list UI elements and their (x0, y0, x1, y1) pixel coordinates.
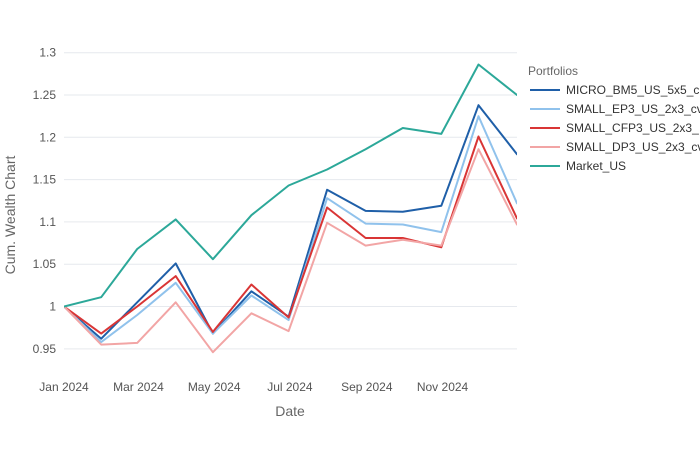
x-tick-label: Mar 2024 (113, 380, 164, 394)
y-tick-label: 1.3 (39, 46, 56, 60)
y-tick-label: 1 (49, 300, 56, 314)
y-tick-label: 0.95 (33, 342, 57, 356)
legend-label: Market_US (566, 159, 626, 173)
legend: Portfolios MICRO_BM5_US_5x5_c SMALL_EP3_U… (528, 64, 700, 173)
x-axis-ticks: Jan 2024 Mar 2024 May 2024 Jul 2024 Sep 2024… (39, 380, 468, 394)
x-axis-title: Date (275, 403, 305, 419)
legend-title: Portfolios (528, 64, 578, 78)
legend-item[interactable]: SMALL_DP3_US_2x3_cv (530, 140, 700, 154)
y-axis-ticks: 0.95 1 1.05 1.1 1.15 1.2 1.25 1.3 (33, 46, 57, 356)
legend-item[interactable]: Market_US (530, 159, 626, 173)
y-tick-label: 1.25 (33, 88, 57, 102)
legend-item[interactable]: SMALL_EP3_US_2x3_cv (530, 102, 700, 116)
legend-label: SMALL_CFP3_US_2x3_ (566, 121, 699, 135)
grid-lines (64, 52, 517, 350)
x-tick-label: Sep 2024 (341, 380, 393, 394)
y-tick-label: 1.15 (33, 173, 57, 187)
series-line-small-dp3-us-2x3-cw[interactable] (64, 148, 517, 354)
legend-item[interactable]: SMALL_CFP3_US_2x3_ (530, 121, 699, 135)
legend-label: SMALL_EP3_US_2x3_cv (566, 102, 700, 116)
y-axis-title: Cum. Wealth Chart (2, 155, 18, 274)
x-tick-label: Jul 2024 (267, 380, 313, 394)
series-lines (64, 63, 517, 354)
x-tick-label: May 2024 (188, 380, 241, 394)
y-tick-label: 1.2 (39, 130, 56, 144)
x-tick-label: Jan 2024 (39, 380, 89, 394)
x-tick-label: Nov 2024 (417, 380, 469, 394)
legend-item[interactable]: MICRO_BM5_US_5x5_c (530, 83, 699, 97)
series-line-market-us[interactable] (64, 63, 517, 308)
series-line-small-cfp3-us-2x3-cw[interactable] (64, 135, 517, 335)
series-line-small-ep3-us-2x3-cw[interactable] (64, 115, 517, 344)
y-tick-label: 1.05 (33, 257, 57, 271)
legend-label: SMALL_DP3_US_2x3_cv (566, 140, 700, 154)
legend-label: MICRO_BM5_US_5x5_c (566, 83, 699, 97)
y-tick-label: 1.1 (39, 215, 56, 229)
